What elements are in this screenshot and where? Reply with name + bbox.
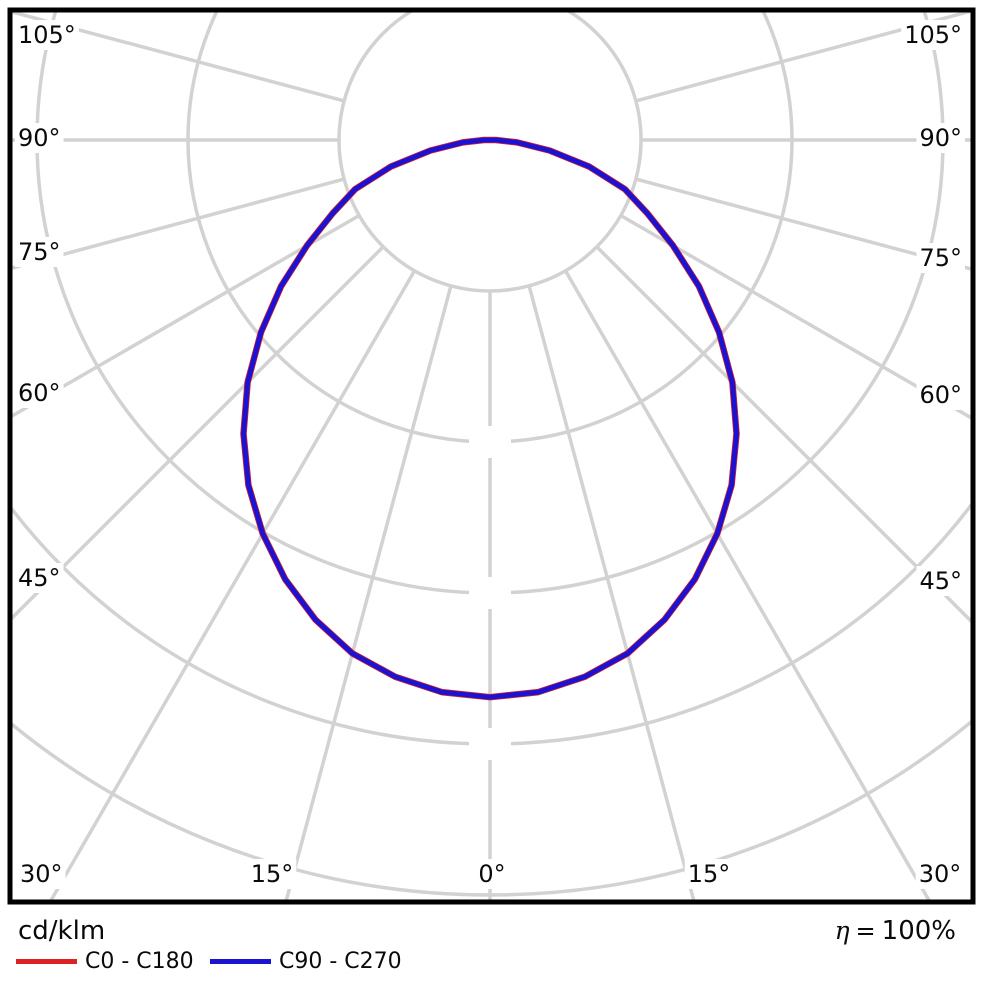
grid-ray — [635, 12, 971, 103]
grid-ray — [12, 12, 345, 103]
angle-label-bg — [901, 20, 965, 50]
angle-label: 15° — [251, 860, 294, 888]
angle-label: 45° — [18, 564, 61, 592]
scale-gap — [469, 577, 511, 609]
angle-label-bg — [475, 859, 509, 889]
angle-label: 75° — [18, 238, 61, 266]
efficiency-label: η = 100% — [835, 916, 956, 946]
angle-label: 30° — [20, 860, 63, 888]
legend-item-c90-c270: C90 - C270 — [210, 946, 402, 976]
angle-label-bg — [15, 123, 64, 153]
angle-label-bg — [916, 566, 965, 596]
legend-label-c0-c180: C0 - C180 — [85, 948, 194, 974]
chart-frame — [7, 7, 976, 905]
angle-label-bg — [15, 563, 64, 593]
angle-label: 30° — [919, 860, 962, 888]
grid-ray — [12, 177, 345, 270]
grid-ray — [284, 285, 453, 900]
grid-ray — [635, 177, 971, 271]
grid-ray — [527, 285, 696, 900]
grid-circle — [337, 12, 643, 293]
eta-value: 100% — [881, 916, 956, 946]
eta-symbol: η — [834, 916, 850, 945]
angle-label-bg — [915, 859, 965, 889]
angle-label: 60° — [919, 381, 962, 409]
angle-label-bg — [15, 237, 64, 267]
curve-c90-c270 — [241, 137, 739, 700]
legend-label-c90-c270: C90 - C270 — [279, 948, 402, 974]
grid-ray — [49, 269, 417, 900]
grid-ray — [12, 213, 361, 418]
grid-ray — [595, 245, 971, 624]
angle-label: 60° — [18, 379, 61, 407]
grid-ray — [619, 213, 971, 420]
eta-equals: = — [855, 917, 876, 945]
angle-label-bg — [916, 243, 965, 273]
angle-label: 45° — [919, 567, 962, 595]
legend-swatch-c0-c180 — [16, 958, 77, 964]
angle-label: 0° — [478, 860, 505, 888]
grid-ray — [563, 269, 931, 900]
grid-circle — [12, 502, 971, 746]
angle-label: 90° — [18, 124, 61, 152]
angle-label: 15° — [688, 860, 731, 888]
angle-label: 75° — [919, 244, 962, 272]
angle-label-bg — [15, 20, 79, 50]
angle-label-bg — [15, 378, 64, 408]
grid-ray — [12, 245, 385, 621]
angle-label-bg — [684, 859, 734, 889]
scale-gap — [469, 426, 511, 458]
angle-label: 90° — [919, 124, 962, 152]
scale-gap — [469, 728, 511, 760]
angle-label-bg — [17, 859, 66, 889]
legend-swatch-c90-c270 — [210, 958, 271, 964]
angle-label: 105° — [904, 21, 962, 49]
angle-label-bg — [916, 123, 965, 153]
unit-label: cd/klm — [18, 916, 106, 946]
angle-label-bg — [247, 859, 297, 889]
angle-label-bg — [916, 380, 965, 410]
legend-item-c0-c180: C0 - C180 — [16, 946, 194, 976]
angle-label: 105° — [18, 21, 76, 49]
